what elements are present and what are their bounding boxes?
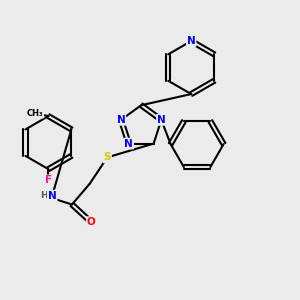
- Text: N: N: [48, 190, 57, 201]
- Text: N: N: [187, 36, 196, 46]
- Text: O: O: [87, 217, 95, 227]
- Text: H: H: [40, 191, 48, 200]
- Text: N: N: [117, 115, 125, 125]
- Text: N: N: [157, 115, 166, 125]
- Text: CH₃: CH₃: [27, 109, 44, 118]
- Text: N: N: [124, 139, 133, 148]
- Text: S: S: [103, 152, 111, 162]
- Text: F: F: [45, 175, 52, 185]
